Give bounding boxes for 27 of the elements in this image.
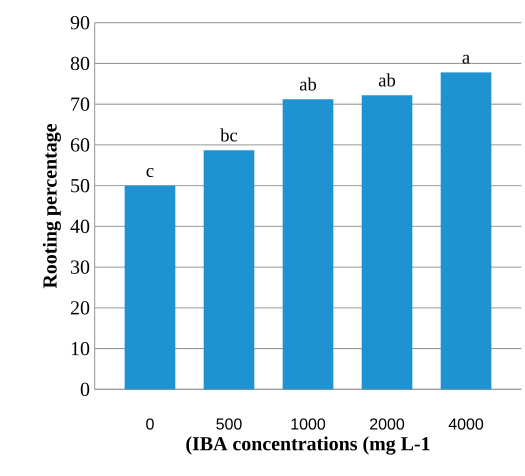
bar [440,72,492,390]
y-tick-label: 60 [70,138,90,152]
x-tick-label: 2000 [370,418,404,430]
bar [124,186,176,390]
bar [282,99,334,390]
y-tick-label: 30 [71,260,90,274]
y-tick-label: 50 [71,178,90,192]
x-axis-title: (IBA concentrations (mg L-1 [186,436,430,455]
y-axis-title: Rooting percentage [42,124,61,288]
y-tick-label: 10 [72,342,90,356]
y-tick-label: 40 [70,220,90,234]
y-tick-label: 0 [80,382,90,396]
x-tick-label: 500 [216,418,242,430]
annotation: a [462,54,470,64]
y-tick-label: 70 [71,97,90,111]
x-tick-label: 4000 [448,418,484,430]
y-tick-label: 90 [70,16,90,30]
y-tick-label: 20 [70,301,90,315]
x-tick-label: 0 [146,418,154,430]
annotation: c [146,168,154,177]
bar [204,150,254,390]
annotation: bc [220,128,238,142]
annotation: ab [378,73,396,87]
annotation: ab [300,77,316,91]
x-tick-label: 1000 [291,418,326,430]
bar [362,95,412,390]
y-tick-label: 80 [70,56,90,70]
